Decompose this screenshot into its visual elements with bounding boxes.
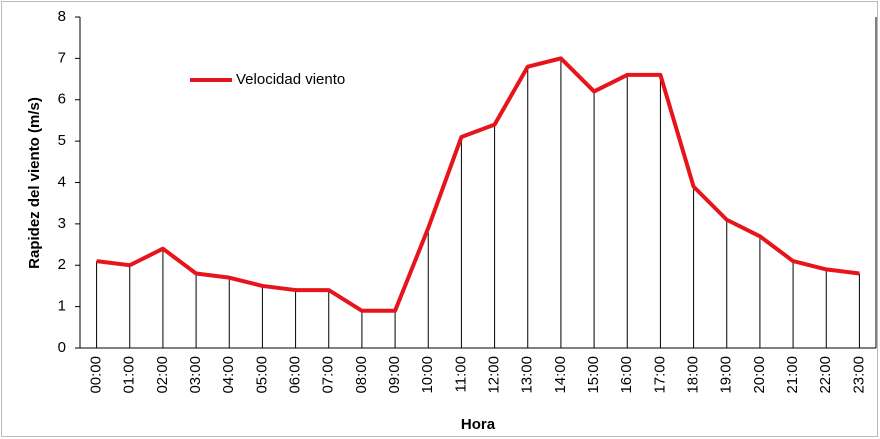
x-tick-label: 16:00 bbox=[618, 356, 635, 394]
x-tick-label: 17:00 bbox=[651, 356, 668, 394]
x-tick-label: 03:00 bbox=[187, 356, 204, 394]
y-tick-label: 1 bbox=[58, 298, 66, 315]
x-tick-label: 06:00 bbox=[287, 356, 304, 394]
y-tick-label: 5 bbox=[58, 132, 66, 149]
legend-label: Velocidad viento bbox=[236, 71, 345, 88]
x-tick-label: 11:00 bbox=[452, 356, 469, 392]
x-tick-label: 22:00 bbox=[817, 356, 834, 394]
y-axis-title: Rapidez del viento (m/s) bbox=[26, 97, 43, 269]
x-tick-label: 19:00 bbox=[718, 356, 735, 394]
x-tick-label: 23:00 bbox=[850, 356, 867, 394]
y-tick-label: 4 bbox=[58, 173, 66, 190]
x-tick-label: 07:00 bbox=[320, 356, 337, 394]
x-tick-label: 09:00 bbox=[386, 356, 403, 394]
x-tick-label: 12:00 bbox=[486, 356, 503, 394]
x-tick-label: 10:00 bbox=[419, 356, 436, 394]
x-tick-label: 14:00 bbox=[552, 356, 569, 394]
y-tick-label: 6 bbox=[58, 91, 66, 108]
data-line bbox=[96, 56, 860, 313]
y-tick-label: 2 bbox=[58, 256, 66, 273]
x-tick-label: 20:00 bbox=[751, 356, 768, 394]
x-tick-label: 13:00 bbox=[519, 356, 536, 394]
y-tick-label: 8 bbox=[58, 8, 66, 25]
x-tick-label: 18:00 bbox=[685, 356, 702, 394]
x-tick-label: 01:00 bbox=[121, 356, 138, 394]
x-tick-label: 05:00 bbox=[253, 356, 270, 394]
y-tick-label: 7 bbox=[58, 49, 66, 66]
x-tick-label: 21:00 bbox=[784, 356, 801, 394]
x-axis-title: Hora bbox=[461, 416, 496, 433]
y-tick-label: 3 bbox=[58, 215, 66, 232]
y-tick-label: 0 bbox=[58, 339, 66, 356]
x-tick-label: 04:00 bbox=[220, 356, 237, 394]
x-tick-label: 02:00 bbox=[154, 356, 171, 394]
x-tick-label: 00:00 bbox=[88, 356, 105, 394]
x-tick-label: 15:00 bbox=[585, 356, 602, 394]
x-tick-label: 08:00 bbox=[353, 356, 370, 394]
